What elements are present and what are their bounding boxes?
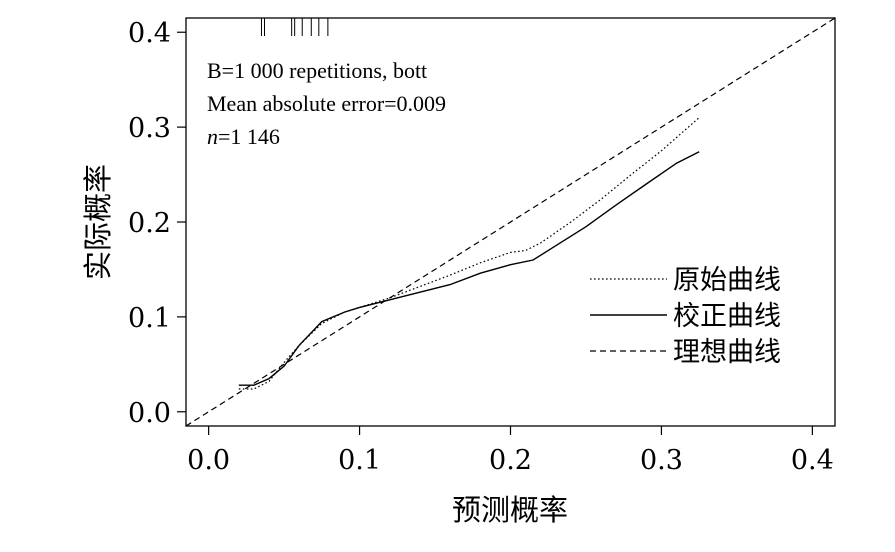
y-tick-label-3: 0.3 [128, 113, 171, 144]
x-tick-label-0: 0.0 [187, 445, 230, 476]
rug-marks [260, 18, 329, 36]
annotation-reps: B=1 000 repetitions, bott [207, 58, 427, 83]
legend-label-solid: 校正曲线 [673, 301, 781, 332]
x-axis: 0.0 0.1 0.2 0.3 0.4 [187, 426, 834, 476]
y-axis-title: 实际概率 [81, 164, 115, 280]
series-line-dotted [238, 117, 700, 390]
series-line-solid [238, 151, 700, 386]
x-tick-label-3: 0.3 [640, 445, 683, 476]
legend-label-dotted: 原始曲线 [673, 265, 781, 296]
y-tick-label-2: 0.2 [128, 208, 171, 239]
x-tick-label-4: 0.4 [791, 445, 834, 476]
annotation-n: n=1 146 [207, 124, 280, 149]
series-line-dashed [186, 18, 835, 426]
x-axis-title: 预测概率 [452, 493, 568, 527]
y-tick-label-0: 0.0 [128, 398, 171, 429]
annotations: B=1 000 repetitions, bott Mean absolute e… [207, 58, 446, 149]
x-tick-label-1: 0.1 [338, 445, 381, 476]
y-axis: 0.0 0.1 0.2 0.3 0.4 [128, 18, 186, 429]
legend-label-dashed: 理想曲线 [673, 337, 781, 368]
x-tick-label-2: 0.2 [489, 445, 532, 476]
annotation-mae: Mean absolute error=0.009 [207, 91, 446, 116]
series-layer [186, 18, 835, 426]
y-tick-label-4: 0.4 [128, 18, 171, 49]
y-tick-label-1: 0.1 [128, 303, 171, 334]
